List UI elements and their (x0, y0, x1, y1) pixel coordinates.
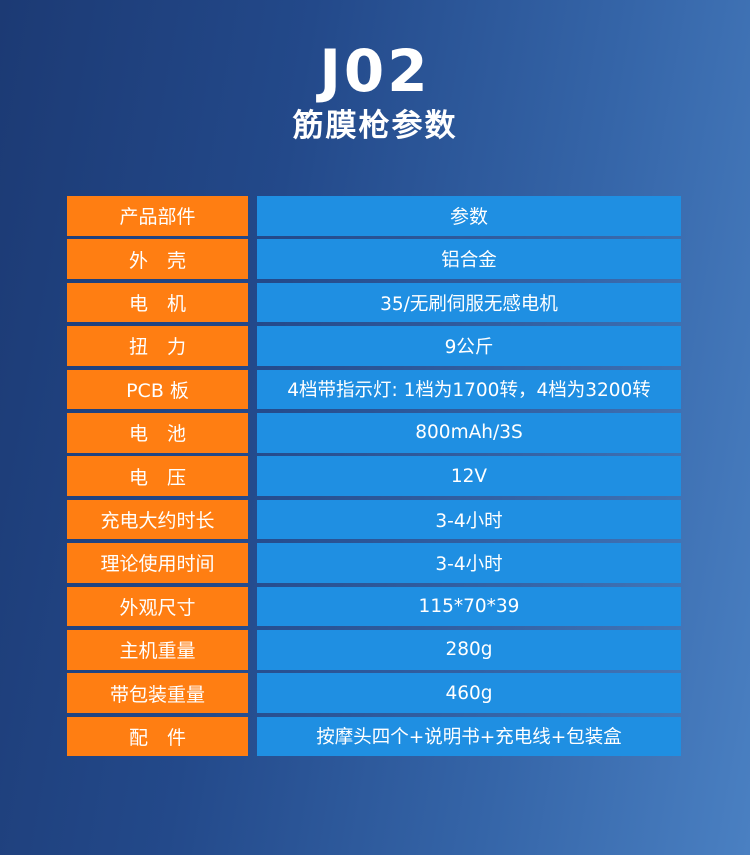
row-label-accessories: 配 件 (67, 716, 248, 757)
row-label-voltage: 电 压 (67, 456, 248, 496)
table-row: 充电大约时长 3-4小时 (67, 499, 681, 540)
row-label-shell: 外 壳 (67, 239, 248, 279)
row-value-battery: 800mAh/3S (257, 412, 681, 453)
row-value-pcb: 4档带指示灯: 1档为1700转，4档为3200转 (257, 369, 681, 410)
row-label-charge-time: 充电大约时长 (67, 499, 248, 540)
table-row: 带包装重量 460g (67, 673, 681, 713)
table-row: 配 件 按摩头四个+说明书+充电线+包装盒 (67, 716, 681, 757)
header-label-cell: 产品部件 (67, 196, 248, 236)
table-row: 主机重量 280g (67, 629, 681, 670)
row-value-charge-time: 3-4小时 (257, 499, 681, 540)
row-value-accessories: 按摩头四个+说明书+充电线+包装盒 (257, 716, 681, 757)
spec-table: 产品部件 参数 外 壳 铝合金 电 机 35/无刷伺服无感电机 扭 力 9公斤 … (67, 196, 681, 760)
row-label-motor: 电 机 (67, 282, 248, 323)
row-label-torque: 扭 力 (67, 326, 248, 366)
row-value-device-weight: 280g (257, 629, 681, 670)
table-row: 电 池 800mAh/3S (67, 412, 681, 453)
row-value-torque: 9公斤 (257, 326, 681, 366)
table-row: 理论使用时间 3-4小时 (67, 543, 681, 583)
model-title: J02 (319, 37, 431, 105)
table-header-row: 产品部件 参数 (67, 196, 681, 236)
row-label-package-weight: 带包装重量 (67, 673, 248, 713)
row-label-battery: 电 池 (67, 412, 248, 453)
row-value-voltage: 12V (257, 456, 681, 496)
row-label-usage-time: 理论使用时间 (67, 543, 248, 583)
table-row: 电 机 35/无刷伺服无感电机 (67, 282, 681, 323)
row-label-device-weight: 主机重量 (67, 629, 248, 670)
page-subtitle: 筋膜枪参数 (292, 108, 458, 144)
row-value-motor: 35/无刷伺服无感电机 (257, 282, 681, 323)
row-value-package-weight: 460g (257, 673, 681, 713)
row-value-usage-time: 3-4小时 (257, 543, 681, 583)
table-row: PCB 板 4档带指示灯: 1档为1700转，4档为3200转 (67, 369, 681, 410)
row-value-dimensions: 115*70*39 (257, 586, 681, 627)
header: J02 筋膜枪参数 (0, 38, 750, 146)
row-value-shell: 铝合金 (257, 239, 681, 279)
header-value-cell: 参数 (257, 196, 681, 236)
table-row: 扭 力 9公斤 (67, 326, 681, 366)
table-row: 外 壳 铝合金 (67, 239, 681, 279)
row-label-dimensions: 外观尺寸 (67, 586, 248, 627)
table-row: 电 压 12V (67, 456, 681, 496)
table-row: 外观尺寸 115*70*39 (67, 586, 681, 627)
row-label-pcb: PCB 板 (67, 369, 248, 410)
